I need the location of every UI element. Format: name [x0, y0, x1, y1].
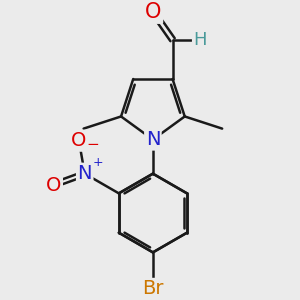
Text: N: N: [146, 130, 160, 149]
Text: −: −: [86, 137, 99, 152]
Text: O: O: [71, 131, 87, 150]
Text: O: O: [46, 176, 61, 195]
Text: O: O: [145, 2, 162, 22]
Text: +: +: [92, 156, 103, 169]
Text: Br: Br: [142, 279, 164, 298]
Text: N: N: [77, 164, 92, 183]
Text: H: H: [194, 31, 207, 49]
